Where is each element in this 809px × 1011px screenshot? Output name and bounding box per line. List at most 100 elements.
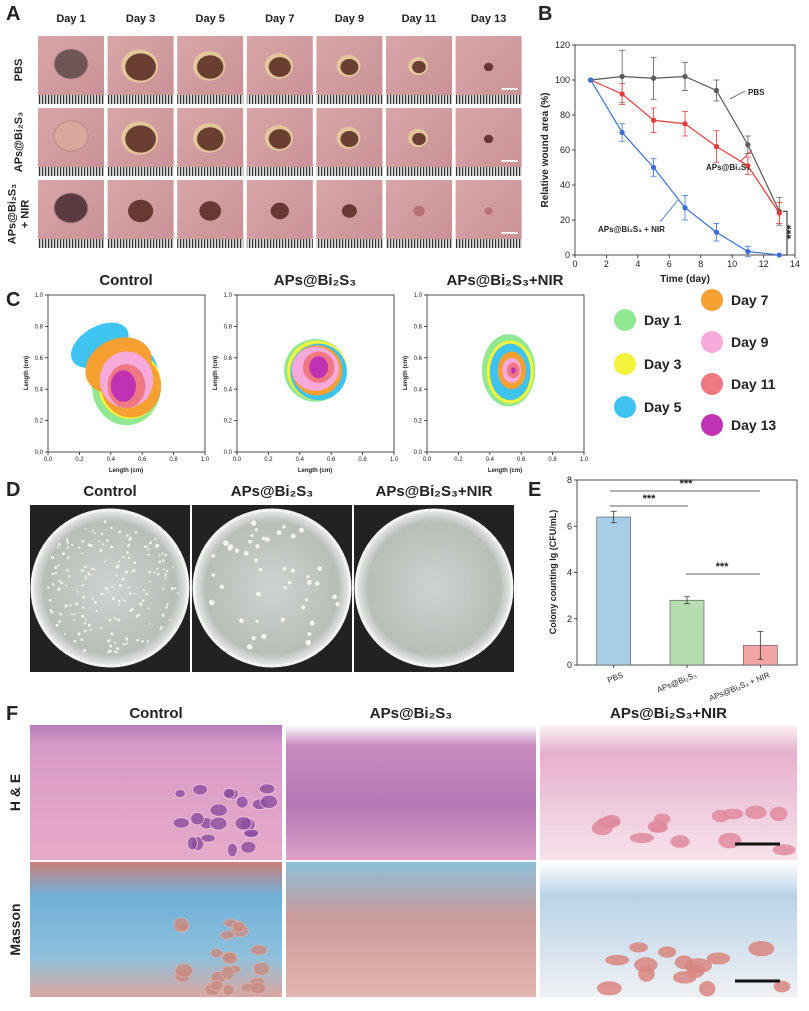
day-label: Day 7 — [265, 13, 294, 25]
ruler — [455, 167, 522, 176]
ruler — [107, 95, 174, 104]
data-point — [650, 75, 657, 81]
wound-contour — [110, 370, 136, 402]
legend-swatch — [614, 396, 636, 418]
colony — [131, 570, 134, 573]
legend-swatch — [701, 373, 723, 395]
colony — [103, 520, 107, 524]
petri-dish — [192, 508, 352, 668]
colony — [122, 556, 125, 559]
colony — [67, 556, 70, 559]
wound — [196, 55, 224, 79]
tissue-gland — [240, 840, 257, 854]
x-tick-label: 0.2 — [75, 457, 84, 463]
colony — [149, 580, 152, 583]
ruler — [38, 239, 104, 248]
colony — [166, 603, 169, 606]
x-axis-label: Length (cm) — [109, 468, 143, 474]
colony — [58, 542, 61, 546]
data-point — [713, 87, 720, 94]
colony — [119, 583, 122, 587]
colony — [57, 588, 61, 592]
colony — [94, 601, 97, 604]
colony — [87, 623, 91, 627]
y-axis-label: Length (cm) — [403, 356, 409, 390]
tissue-gland — [209, 816, 228, 831]
colony — [73, 619, 76, 622]
error-bar — [757, 631, 764, 660]
legend-label: Day 13 — [731, 417, 776, 433]
row-label: PBS — [13, 59, 25, 82]
x-axis-label: Length (cm) — [488, 468, 522, 474]
colony — [129, 609, 132, 613]
colony — [153, 571, 156, 574]
legend-label: Day 7 — [731, 292, 769, 308]
significance: *** — [716, 561, 730, 573]
plot-frame — [236, 294, 395, 453]
legend-swatch — [701, 289, 723, 311]
muscle-bundle — [748, 941, 775, 957]
muscle-bundle — [596, 981, 622, 996]
colony — [63, 632, 66, 635]
muscle-bundle — [670, 835, 690, 848]
colony — [66, 537, 69, 540]
ruler — [107, 239, 174, 248]
colony — [250, 533, 254, 538]
y-tick-label: 0.6 — [35, 356, 44, 362]
x-tick-label: 0.6 — [138, 457, 147, 463]
colony — [121, 577, 125, 581]
colony — [84, 618, 87, 621]
data-point — [682, 205, 688, 211]
colony — [108, 618, 112, 622]
ruler — [246, 167, 313, 176]
colony — [154, 538, 157, 541]
colony — [81, 552, 84, 555]
x-tick-label: 0.0 — [423, 457, 432, 463]
panel-label: B — [538, 3, 552, 25]
ruler — [455, 95, 522, 104]
x-tick-label: 2 — [604, 259, 609, 269]
colony — [117, 618, 121, 622]
colony — [84, 527, 87, 530]
colony — [276, 530, 282, 535]
x-tick-label: 0.2 — [454, 457, 463, 463]
histology-image — [286, 725, 536, 860]
colony — [258, 567, 263, 572]
colony — [107, 591, 110, 593]
colony — [176, 591, 179, 594]
legend-swatch — [614, 353, 636, 375]
colony — [65, 539, 69, 543]
y-tick-label: 100 — [555, 75, 570, 85]
colony — [70, 543, 74, 547]
colony — [160, 626, 164, 630]
plot-title: APs@Bi₂S₃+NIR — [446, 272, 563, 289]
colony — [133, 592, 136, 595]
muscle-bundle — [770, 806, 788, 822]
ruler — [246, 95, 313, 104]
tissue-gland — [190, 811, 205, 826]
tissue-gland — [219, 930, 235, 940]
colony — [123, 643, 126, 646]
data-point — [745, 142, 751, 148]
x-tick-label: 0.8 — [169, 457, 178, 463]
colony — [128, 556, 131, 560]
colony — [239, 618, 244, 624]
y-tick-label: 0.6 — [414, 356, 423, 362]
tissue-gland — [174, 963, 194, 978]
colony — [304, 598, 308, 602]
wound-contour — [510, 367, 516, 374]
colony — [255, 619, 259, 624]
colony — [100, 532, 104, 536]
colony — [115, 565, 119, 569]
colony — [114, 617, 117, 620]
wound-contour — [309, 356, 329, 379]
data-point — [588, 77, 594, 83]
histology-image — [540, 725, 797, 860]
colony — [282, 525, 286, 529]
wound — [53, 120, 89, 152]
wound — [199, 201, 222, 221]
colony — [110, 545, 114, 549]
colony — [57, 564, 60, 567]
colony — [307, 632, 312, 636]
